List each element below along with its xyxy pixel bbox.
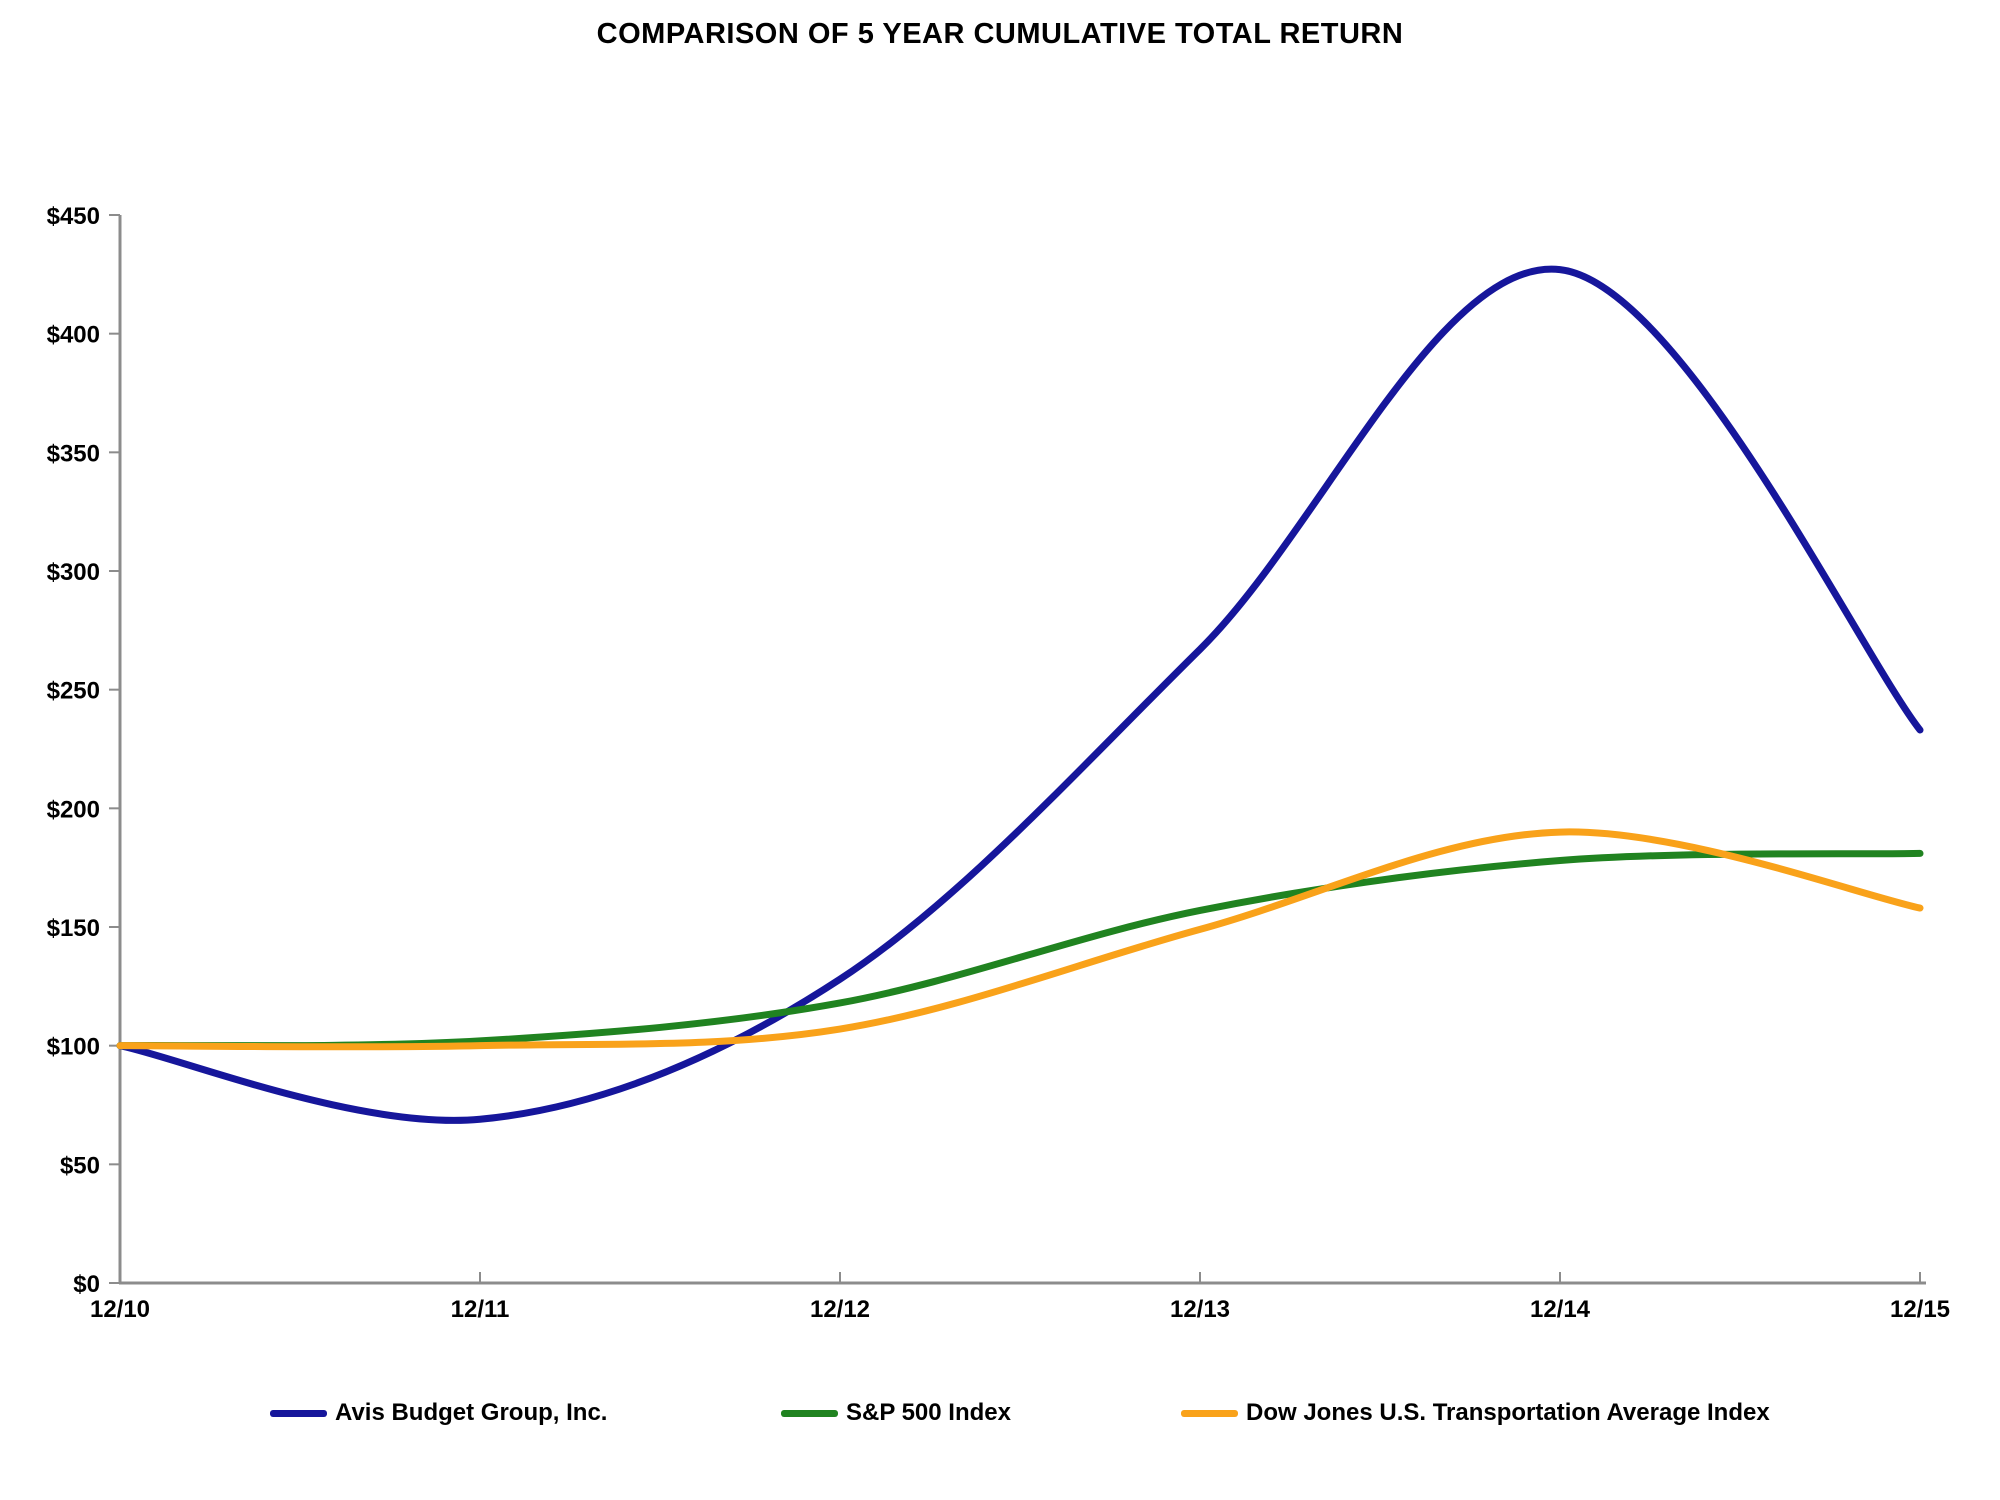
y-tick-label: $150 — [47, 915, 100, 942]
chart-title: COMPARISON OF 5 YEAR CUMULATIVE TOTAL RE… — [596, 18, 1404, 50]
y-tick-label: $50 — [60, 1152, 100, 1179]
legend-swatch-s-p-500-index — [781, 1409, 838, 1417]
y-tick-label: $450 — [47, 203, 100, 230]
x-tick-label: 12/14 — [1530, 1296, 1591, 1323]
y-tick-label: $0 — [73, 1271, 100, 1298]
x-tick-label: 12/13 — [1170, 1296, 1230, 1323]
x-tick-label: 12/11 — [451, 1296, 510, 1323]
x-tick-label: 12/15 — [1890, 1296, 1950, 1323]
y-tick-label: $250 — [47, 678, 100, 705]
y-tick-label: $200 — [47, 796, 100, 823]
series-line-s-p-500-index — [116, 849, 1924, 1050]
legend-swatch-dow-jones-u-s-transportation-average-index — [1181, 1409, 1238, 1417]
legend-label-s-p-500-index: S&P 500 Index — [846, 1399, 1011, 1426]
series-line-dow-jones-u-s-transportation-average-index — [116, 828, 1924, 1051]
y-tick-label: $100 — [47, 1034, 100, 1061]
legend-label-dow-jones-u-s-transportation-average-index: Dow Jones U.S. Transportation Average In… — [1246, 1399, 1770, 1426]
y-tick-label: $400 — [47, 322, 100, 349]
y-tick-label: $300 — [47, 559, 100, 586]
legend-swatch-avis-budget-group-inc — [270, 1409, 327, 1417]
legend-item-dow-jones-u-s-transportation-average-index: Dow Jones U.S. Transportation Average In… — [1181, 1398, 1770, 1428]
y-tick-label: $350 — [47, 440, 100, 467]
legend-label-avis-budget-group-inc: Avis Budget Group, Inc. — [335, 1399, 608, 1426]
series-line-avis-budget-group-inc — [116, 265, 1924, 1124]
x-tick-label: 12/12 — [810, 1296, 870, 1323]
legend-item-avis-budget-group-inc: Avis Budget Group, Inc. — [270, 1398, 607, 1428]
x-tick-label: 12/10 — [90, 1296, 150, 1323]
legend-item-s-p-500-index: S&P 500 Index — [781, 1398, 1011, 1428]
plot-area: $0 $50 $100 $150 $200 $250 $300 $350 $400 $450 12/… — [47, 203, 1950, 1323]
legend: Avis Budget Group, Inc. S&P 500 Index Dow … — [0, 1398, 2000, 1428]
